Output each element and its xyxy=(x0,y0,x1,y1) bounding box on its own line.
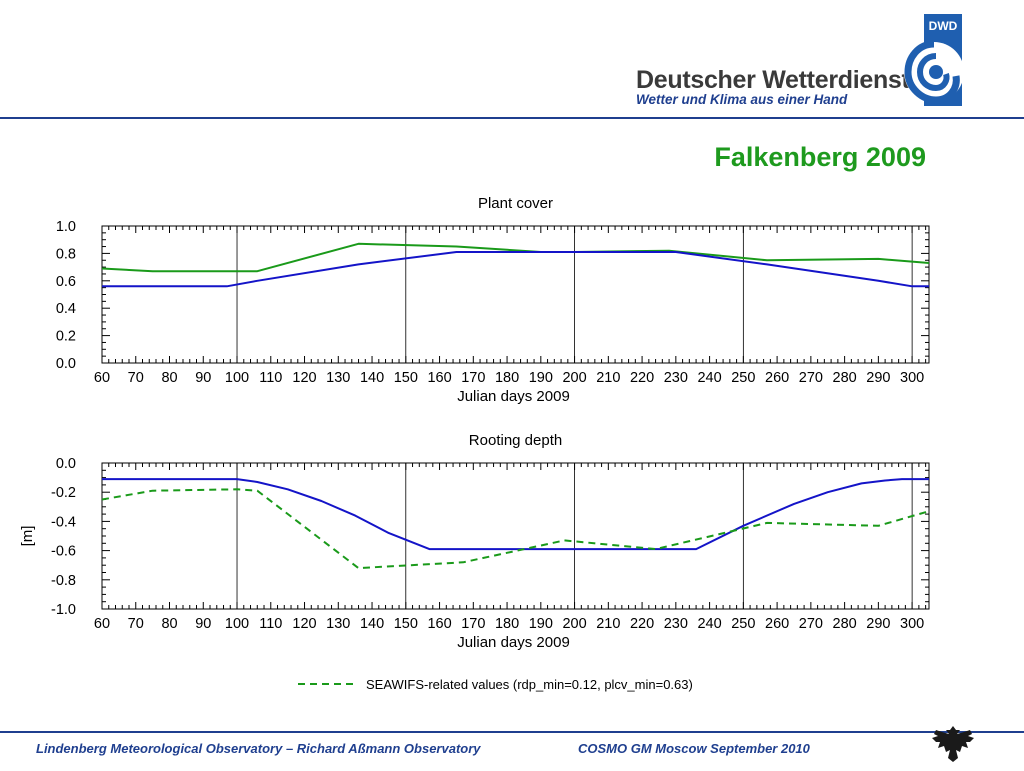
plant-cover-x-tick-label: 60 xyxy=(94,370,110,386)
footer-divider xyxy=(0,731,1024,733)
rooting-depth-x-axis-label: Julian days 2009 xyxy=(457,634,570,651)
plant-cover-y-tick-label: 0.6 xyxy=(56,274,76,290)
plant-cover-x-tick-label: 120 xyxy=(292,370,316,386)
rooting-depth-x-tick-label: 200 xyxy=(562,616,586,632)
rooting-depth-x-tick-label: 210 xyxy=(596,616,620,632)
rooting-depth-title: Rooting depth xyxy=(469,432,562,449)
rooting-depth-x-tick-label: 270 xyxy=(799,616,823,632)
rooting-depth-y-tick-label: -0.2 xyxy=(51,485,76,501)
rooting-depth-x-tick-label: 260 xyxy=(765,616,789,632)
rooting-depth-x-tick-label: 120 xyxy=(292,616,316,632)
plant-cover-y-tick-label: 0.2 xyxy=(56,329,76,345)
plant-cover-x-tick-label: 100 xyxy=(225,370,249,386)
rooting-depth-x-tick-label: 140 xyxy=(360,616,384,632)
rooting-depth-y-axis-label: [m] xyxy=(19,526,36,547)
plant-cover-x-tick-label: 270 xyxy=(799,370,823,386)
rooting-depth-x-tick-label: 80 xyxy=(161,616,177,632)
plant-cover-x-tick-label: 90 xyxy=(195,370,211,386)
plant-cover-x-tick-label: 260 xyxy=(765,370,789,386)
plant-cover-x-tick-label: 140 xyxy=(360,370,384,386)
rooting-depth-x-tick-label: 280 xyxy=(833,616,857,632)
plant-cover-x-tick-label: 240 xyxy=(697,370,721,386)
rooting-depth-x-tick-label: 170 xyxy=(461,616,485,632)
plant-cover-x-tick-label: 170 xyxy=(461,370,485,386)
plant-cover-plot-frame xyxy=(101,225,930,364)
rooting-depth-y-tick-label: -0.8 xyxy=(51,573,76,589)
rooting-depth-y-tick-label: 0.0 xyxy=(56,456,76,472)
plant-cover-x-tick-label: 220 xyxy=(630,370,654,386)
plant-cover-chart: Plant cover 60 70 80 90 100 110 120 130 140 150 160… xyxy=(56,195,930,405)
plant-cover-series-0 xyxy=(101,242,930,273)
rooting-depth-x-tick-label: 130 xyxy=(326,616,350,632)
rooting-depth-x-tick-label: 300 xyxy=(900,616,924,632)
charts-figure: Plant cover 60 70 80 90 100 110 120 130 140 150 160… xyxy=(19,195,930,692)
rooting-depth-x-tick-label: 150 xyxy=(394,616,418,632)
plant-cover-x-tick-label: 190 xyxy=(529,370,553,386)
rooting-depth-y-tick-label: -0.6 xyxy=(51,544,76,560)
dwd-abbrev: DWD xyxy=(929,19,958,33)
rooting-depth-chart: Rooting depth 60 70 80 90 100 110 120 130 140 150 1… xyxy=(19,432,930,651)
rooting-depth-y-tick-label: -0.4 xyxy=(51,514,76,530)
plant-cover-x-axis-label: Julian days 2009 xyxy=(457,388,570,405)
rooting-depth-x-tick-label: 230 xyxy=(664,616,688,632)
plant-cover-x-tick-label: 160 xyxy=(427,370,451,386)
rooting-depth-x-tick-label: 160 xyxy=(427,616,451,632)
rooting-depth-x-tick-label: 290 xyxy=(866,616,890,632)
header-divider xyxy=(0,117,1024,119)
plant-cover-x-tick-label: 130 xyxy=(326,370,350,386)
rooting-depth-x-tick-label: 90 xyxy=(195,616,211,632)
header: Deutscher Wetterdienst Wetter und Klima … xyxy=(0,0,1024,120)
footer-right-text: COSMO GM Moscow September 2010 xyxy=(578,741,810,756)
rooting-depth-x-tick-label: 180 xyxy=(495,616,519,632)
slide-title: Falkenberg 2009 xyxy=(714,142,926,172)
plant-cover-title: Plant cover xyxy=(478,195,553,212)
rooting-depth-x-tick-label: 70 xyxy=(128,616,144,632)
plant-cover-x-tick-label: 210 xyxy=(596,370,620,386)
brand-tagline: Wetter und Klima aus einer Hand xyxy=(636,92,848,107)
plant-cover-y-tick-label: 0.0 xyxy=(56,356,76,372)
rooting-depth-x-tick-label: 110 xyxy=(259,616,282,632)
rooting-depth-series-1 xyxy=(101,488,930,570)
plant-cover-x-tick-label: 80 xyxy=(161,370,177,386)
plant-cover-x-tick-label: 280 xyxy=(833,370,857,386)
plant-cover-x-tick-label: 200 xyxy=(562,370,586,386)
plant-cover-series-1 xyxy=(102,251,929,288)
plant-cover-y-tick-label: 0.4 xyxy=(56,301,76,317)
plant-cover-y-tick-label: 1.0 xyxy=(56,219,76,235)
rooting-depth-x-tick-label: 60 xyxy=(94,616,110,632)
federal-eagle-icon xyxy=(928,722,978,766)
plant-cover-x-tick-label: 230 xyxy=(664,370,688,386)
dwd-logo-icon: DWD xyxy=(896,14,964,110)
rooting-depth-x-tick-label: 190 xyxy=(529,616,553,632)
plant-cover-x-tick-label: 180 xyxy=(495,370,519,386)
rooting-depth-x-tick-label: 100 xyxy=(225,616,249,632)
plant-cover-x-tick-label: 250 xyxy=(731,370,755,386)
rooting-depth-x-tick-label: 240 xyxy=(697,616,721,632)
plant-cover-x-tick-label: 110 xyxy=(259,370,282,386)
footer-left-text: Lindenberg Meteorological Observatory – … xyxy=(36,741,481,756)
rooting-depth-plot-frame xyxy=(101,462,930,610)
brand-name: Deutscher Wetterdienst xyxy=(636,66,910,94)
legend-label-seawifs: SEAWIFS-related values (rdp_min=0.12, pl… xyxy=(366,677,693,692)
rooting-depth-y-tick-label: -1.0 xyxy=(51,602,76,618)
plant-cover-x-tick-label: 290 xyxy=(866,370,890,386)
rooting-depth-series-0 xyxy=(102,478,929,551)
plant-cover-y-tick-label: 0.8 xyxy=(56,246,76,262)
chart-legend: SEAWIFS-related values (rdp_min=0.12, pl… xyxy=(298,677,693,692)
plant-cover-x-tick-label: 300 xyxy=(900,370,924,386)
rooting-depth-x-tick-label: 220 xyxy=(630,616,654,632)
rooting-depth-x-tick-label: 250 xyxy=(731,616,755,632)
plant-cover-x-tick-label: 70 xyxy=(128,370,144,386)
plant-cover-x-tick-label: 150 xyxy=(394,370,418,386)
